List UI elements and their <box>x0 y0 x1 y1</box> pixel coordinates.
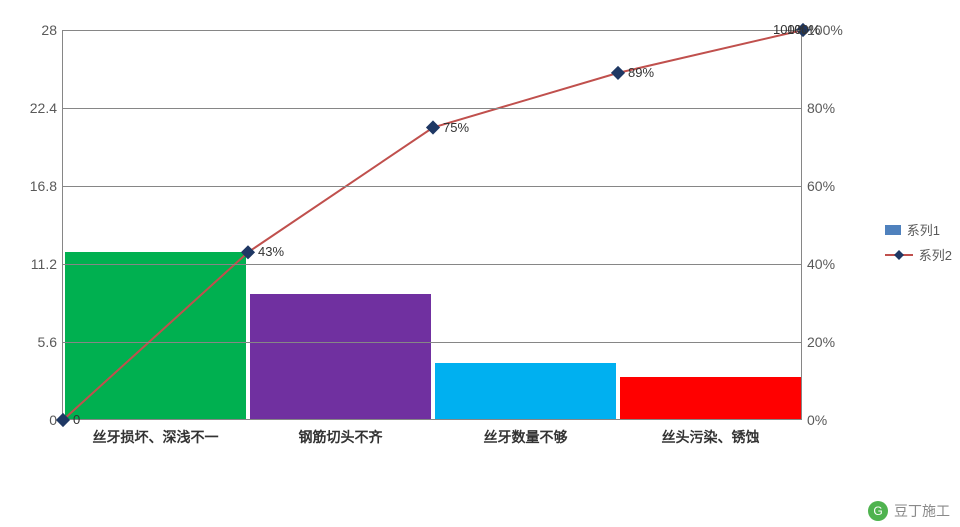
y-left-tick: 28 <box>17 22 57 38</box>
legend-swatch-series1 <box>885 225 901 235</box>
cumulative-line <box>63 30 803 420</box>
line-marker <box>427 121 440 134</box>
gridline <box>63 342 801 343</box>
y-right-tick: 60% <box>807 178 857 194</box>
pareto-chart: 05.611.216.822.4280%20%40%60%80%100%丝牙损坏… <box>20 20 810 490</box>
watermark: G 豆丁施工 <box>868 501 950 521</box>
plot-area: 05.611.216.822.4280%20%40%60%80%100%丝牙损坏… <box>62 30 802 420</box>
y-left-tick: 0 <box>17 412 57 428</box>
gridline <box>63 108 801 109</box>
legend-series1: 系列1 <box>885 220 952 239</box>
y-right-tick: 80% <box>807 100 857 116</box>
line-data-label: 0 <box>73 412 80 427</box>
y-right-tick: 40% <box>807 256 857 272</box>
gridline <box>63 264 801 265</box>
category-label: 丝头污染、锈蚀 <box>662 427 760 447</box>
legend-swatch-series2 <box>885 254 913 256</box>
line-data-label: 43% <box>258 244 284 259</box>
legend-label-series1: 系列1 <box>907 220 940 239</box>
line-data-label: 75% <box>443 120 469 135</box>
gridline <box>63 30 801 31</box>
legend: 系列1 系列2 <box>885 220 952 270</box>
watermark-text: 豆丁施工 <box>894 501 950 521</box>
legend-label-series2: 系列2 <box>919 245 952 264</box>
y-right-tick: 20% <box>807 334 857 350</box>
line-data-label: 89% <box>628 65 654 80</box>
category-label: 钢筋切头不齐 <box>299 427 383 447</box>
line-marker <box>612 67 625 80</box>
category-label: 丝牙损坏、深浅不一 <box>93 427 219 447</box>
y-left-tick: 22.4 <box>17 100 57 116</box>
gridline <box>63 186 801 187</box>
y-left-tick: 5.6 <box>17 334 57 350</box>
watermark-logo-icon: G <box>868 501 888 521</box>
y-right-tick: 0% <box>807 412 857 428</box>
category-label: 丝牙数量不够 <box>484 427 568 447</box>
legend-series2: 系列2 <box>885 245 952 264</box>
y-left-tick: 16.8 <box>17 178 57 194</box>
y-left-tick: 11.2 <box>17 256 57 272</box>
line-data-label: 100% <box>773 22 806 37</box>
line-layer <box>63 30 803 420</box>
